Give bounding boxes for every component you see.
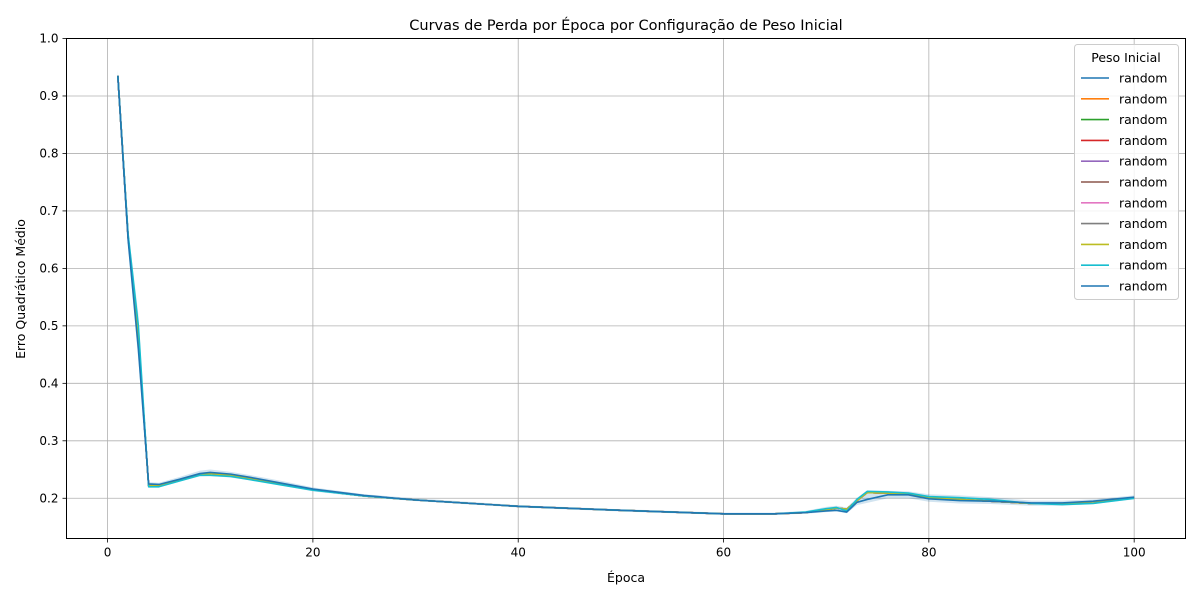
legend-items: random random random random random random rand…: [1081, 71, 1167, 294]
y-tick-label: 1.0: [39, 32, 58, 46]
series-lines: [117, 75, 1135, 515]
legend-label: random: [1119, 195, 1167, 210]
x-tick-label: 20: [305, 546, 320, 560]
legend-label: random: [1119, 175, 1167, 190]
legend: Peso Inicial randomrandomrandomrandomran…: [1074, 44, 1179, 300]
confidence-band: [117, 70, 1135, 515]
series-line-3: [117, 75, 1135, 515]
x-axis-ticks: 0 20 40 60 80 100: [104, 538, 1146, 560]
chart-title: Curvas de Perda por Época por Configuraç…: [409, 17, 842, 34]
series-line-1: [117, 75, 1135, 515]
series-line-11: [117, 75, 1135, 515]
y-tick-label: 0.8: [39, 146, 58, 160]
series-line-9: [117, 75, 1135, 515]
legend-label: random: [1119, 133, 1167, 148]
x-tick-label: 60: [716, 546, 731, 560]
series-line-6: [117, 75, 1135, 515]
legend-label: random: [1119, 71, 1167, 86]
x-tick-label: 40: [511, 546, 526, 560]
legend-title: Peso Inicial: [1091, 50, 1160, 65]
x-axis-label: Época: [607, 570, 645, 585]
y-tick-label: 0.7: [39, 204, 58, 218]
series-line-4: [117, 75, 1135, 515]
plot-frame: [66, 38, 1186, 539]
x-tick-label: 0: [104, 546, 112, 560]
series-line-8: [117, 75, 1135, 515]
series-confidence-band: [117, 70, 1135, 515]
series-line-7: [117, 75, 1135, 515]
y-tick-label: 0.5: [39, 319, 58, 333]
y-tick-label: 0.4: [39, 376, 58, 390]
y-tick-label: 0.6: [39, 261, 58, 275]
legend-label: random: [1119, 91, 1167, 106]
y-axis-ticks: 0.2 0.3 0.4 0.5 0.6 0.7 0.8 0.9 1.0: [39, 32, 67, 505]
legend-label: random: [1119, 112, 1167, 127]
legend-label: random: [1119, 154, 1167, 169]
grid-lines: [66, 38, 1186, 539]
series-line-5: [117, 75, 1135, 515]
legend-label: random: [1119, 279, 1167, 294]
x-tick-label: 80: [921, 546, 936, 560]
y-tick-label: 0.2: [39, 491, 58, 505]
legend-box: [1074, 44, 1179, 300]
y-axis-label: Erro Quadrático Médio: [13, 219, 28, 359]
x-tick-label: 100: [1123, 546, 1146, 560]
legend-label: random: [1119, 237, 1167, 252]
y-tick-label: 0.9: [39, 89, 58, 103]
series-line-2: [117, 75, 1135, 515]
y-tick-label: 0.3: [39, 434, 58, 448]
legend-label: random: [1119, 216, 1167, 231]
series-line-10: [117, 75, 1135, 515]
legend-label: random: [1119, 258, 1167, 273]
